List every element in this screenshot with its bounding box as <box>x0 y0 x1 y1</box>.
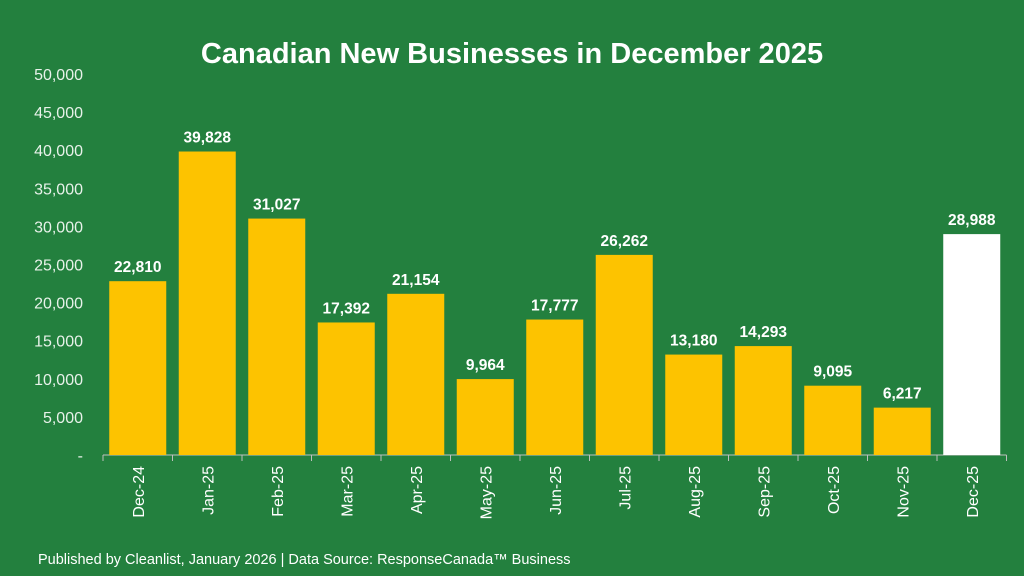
data-label: 13,180 <box>670 333 717 350</box>
x-tick-label: Jun-25 <box>548 466 565 515</box>
x-tick-label: Dec-24 <box>131 466 148 518</box>
y-tick-label: - <box>78 448 83 465</box>
data-label: 17,777 <box>531 298 578 315</box>
data-label: 9,964 <box>466 357 505 374</box>
bar-jul-25 <box>595 254 653 455</box>
bar-dec-24 <box>109 281 167 455</box>
data-label: 14,293 <box>740 324 788 341</box>
data-label: 28,988 <box>948 212 996 229</box>
y-tick-label: 50,000 <box>34 67 83 84</box>
data-label: 9,095 <box>813 364 852 381</box>
x-tick-label: May-25 <box>478 466 495 519</box>
y-tick-label: 45,000 <box>34 105 83 122</box>
x-tick-label: Feb-25 <box>270 466 287 517</box>
data-label: 31,027 <box>253 197 300 214</box>
bar-oct-25 <box>804 385 862 455</box>
bar-sep-25 <box>734 346 792 455</box>
bar-jun-25 <box>526 319 584 455</box>
x-tick-label: Nov-25 <box>895 466 912 518</box>
y-tick-label: 20,000 <box>34 296 83 313</box>
y-tick-label: 35,000 <box>34 181 83 198</box>
bar-jan-25 <box>178 151 236 456</box>
x-tick-label: Jul-25 <box>617 466 634 510</box>
bar-dec-25 <box>943 234 1001 455</box>
bar-may-25 <box>456 379 514 455</box>
x-tick-label: Sep-25 <box>756 466 773 518</box>
y-tick-label: 5,000 <box>43 410 83 427</box>
footer-source: Published by Cleanlist, January 2026 | D… <box>38 552 571 568</box>
data-label: 39,828 <box>184 130 232 147</box>
y-tick-label: 40,000 <box>34 143 83 160</box>
y-tick-label: 15,000 <box>34 334 83 351</box>
bar-aug-25 <box>665 354 723 455</box>
chart-title: Canadian New Businesses in December 2025 <box>200 38 824 70</box>
x-tick-label: Dec-25 <box>965 466 982 518</box>
x-tick-label: Jan-25 <box>200 466 217 515</box>
y-tick-label: 10,000 <box>34 372 83 389</box>
data-label: 17,392 <box>323 300 370 317</box>
x-tick-label: Apr-25 <box>409 466 426 514</box>
bar-mar-25 <box>317 322 375 455</box>
bar-feb-25 <box>248 218 306 455</box>
y-tick-label: 30,000 <box>34 219 83 236</box>
y-tick-label: 25,000 <box>34 258 83 275</box>
data-label: 6,217 <box>883 386 922 403</box>
bar-apr-25 <box>387 293 445 455</box>
x-tick-label: Mar-25 <box>339 466 356 517</box>
x-tick-label: Aug-25 <box>687 466 704 518</box>
data-label: 26,262 <box>601 233 648 250</box>
data-label: 21,154 <box>392 272 440 289</box>
data-label: 22,810 <box>114 259 161 276</box>
x-tick-label: Oct-25 <box>826 466 843 514</box>
bar-nov-25 <box>873 407 931 455</box>
